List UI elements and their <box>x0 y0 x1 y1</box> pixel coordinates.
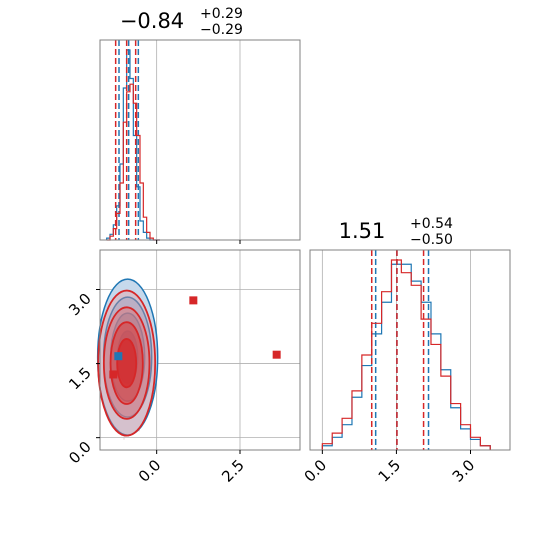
marker-red <box>272 350 281 359</box>
contour-red <box>116 338 138 389</box>
marker-blue <box>114 352 123 361</box>
joint-scatter-panel: 0.0 2.5 0.0 1.5 3.0 <box>65 249 301 486</box>
histogram-series-blue <box>106 49 160 241</box>
marginal-histogram-x: −0.84 +0.29−0.29 <box>99 6 301 244</box>
tick-label: 0.0 <box>65 438 95 468</box>
tick-label: 1.5 <box>65 364 95 394</box>
panel-title-lower-error: −0.50 <box>410 232 453 248</box>
histogram-series-red <box>106 83 160 241</box>
panel-title-lower-error: −0.29 <box>200 22 243 38</box>
histogram-series-red <box>321 259 491 450</box>
marker-red <box>109 370 118 379</box>
tick-label: 0.0 <box>135 456 165 486</box>
panel-title-value: −0.84 <box>120 9 184 33</box>
tick-label: 2.5 <box>218 456 248 486</box>
tick-label: 1.5 <box>375 456 405 486</box>
marginal-histogram-y: 0.0 1.5 3.0 1.51 +0.54−0.50 <box>301 216 511 486</box>
marker-red <box>189 296 198 305</box>
panel-title-value: 1.51 <box>339 219 386 243</box>
tick-label: 3.0 <box>65 290 95 320</box>
sample-point <box>123 438 125 440</box>
panel-title-upper-error: +0.54 <box>410 216 453 232</box>
axes-frame <box>309 249 511 451</box>
axes-frame <box>99 249 301 451</box>
histogram-series-blue <box>321 263 491 450</box>
panel-title-upper-error: +0.29 <box>200 6 243 22</box>
axes-frame <box>99 39 301 241</box>
tick-label: 3.0 <box>449 456 479 486</box>
tick-label: 0.0 <box>301 456 331 486</box>
